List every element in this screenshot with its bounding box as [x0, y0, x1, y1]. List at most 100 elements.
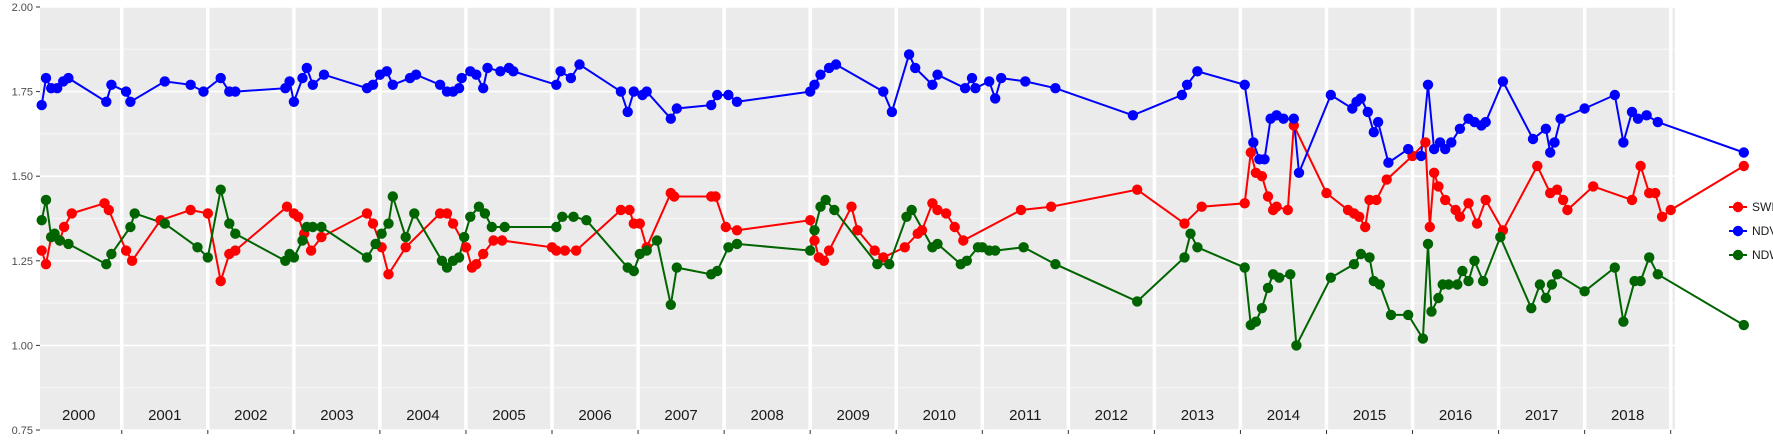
data-point-ndvi — [830, 59, 842, 70]
data-point-ndvi — [1181, 79, 1193, 91]
data-point-ndwi — [731, 238, 743, 250]
data-point-ndvi — [52, 83, 63, 94]
data-point-ndwi — [581, 215, 592, 226]
data-point-swir — [305, 245, 317, 256]
y-tick-label: 1.25 — [12, 256, 33, 268]
data-point-ndvi — [1549, 137, 1560, 148]
data-point-swir — [1454, 211, 1466, 222]
data-point-ndvi — [1368, 127, 1380, 138]
data-point-swir — [1239, 198, 1250, 209]
data-point-ndwi — [1534, 279, 1546, 290]
data-point-ndwi — [829, 204, 840, 216]
data-point-swir — [809, 235, 820, 246]
data-point-ndvi — [1527, 133, 1539, 145]
data-point-swir — [818, 255, 830, 266]
data-point-swir — [202, 208, 213, 219]
legend-label-ndwi: NDWI — [1752, 248, 1773, 262]
data-point-ndwi — [106, 248, 117, 260]
data-point-ndwi — [230, 228, 241, 239]
data-point-ndvi — [106, 79, 117, 91]
data-point-ndvi — [1428, 143, 1440, 155]
data-point-swir — [1440, 194, 1451, 206]
data-point-ndvi — [367, 79, 379, 91]
data-point-ndwi — [307, 221, 318, 233]
data-point-ndwi — [400, 231, 411, 243]
data-point-swir — [1480, 194, 1491, 206]
data-point-ndvi — [641, 86, 652, 97]
legend-key-marker-ndvi — [1732, 225, 1744, 237]
data-point-ndwi — [1355, 248, 1367, 260]
data-point-swir — [447, 218, 459, 229]
data-point-ndvi — [215, 72, 226, 84]
data-point-ndwi — [473, 201, 485, 212]
data-point-swir — [1321, 187, 1332, 199]
data-point-ndwi — [872, 259, 883, 270]
data-point-swir — [1271, 201, 1282, 212]
y-tick-label: 1.50 — [12, 171, 33, 183]
y-tick-label: 1.00 — [12, 340, 33, 352]
year-label: 2016 — [1439, 407, 1472, 424]
data-point-ndvi — [1609, 89, 1621, 101]
data-point-ndvi — [434, 79, 446, 91]
data-point-ndvi — [723, 89, 734, 101]
data-point-ndwi — [990, 245, 1001, 256]
year-label: 2009 — [837, 407, 870, 424]
data-point-ndvi — [1259, 154, 1270, 165]
year-label: 2001 — [148, 407, 181, 424]
data-point-swir — [215, 275, 226, 287]
data-point-ndwi — [1426, 306, 1437, 317]
data-point-ndwi — [1609, 262, 1621, 273]
data-point-swir — [1262, 191, 1274, 202]
data-point-swir — [615, 204, 627, 216]
data-point-swir — [488, 235, 499, 246]
data-point-swir — [634, 218, 645, 229]
data-point-ndwi — [1457, 265, 1468, 277]
data-point-ndwi — [465, 211, 476, 222]
data-point-swir — [940, 208, 952, 219]
data-point-swir — [361, 208, 373, 219]
data-point-ndwi — [671, 262, 682, 273]
data-point-ndwi — [1495, 231, 1506, 243]
data-point-swir — [846, 201, 857, 212]
data-point-ndwi — [499, 221, 510, 233]
data-point-ndvi — [1579, 103, 1590, 114]
data-point-ndvi — [910, 62, 921, 74]
data-point-swir — [720, 221, 731, 233]
data-point-ndvi — [671, 103, 682, 114]
data-point-ndwi — [1635, 275, 1646, 287]
data-point-ndwi — [1546, 279, 1558, 290]
data-point-ndvi — [185, 79, 196, 91]
data-point-ndvi — [1403, 143, 1414, 155]
data-point-ndvi — [731, 96, 743, 108]
data-point-ndwi — [441, 262, 453, 273]
data-point-swir — [383, 269, 394, 280]
data-point-ndwi — [479, 208, 491, 219]
data-point-ndvi — [1355, 93, 1367, 104]
data-point-ndvi — [809, 79, 820, 91]
data-point-ndvi — [984, 76, 995, 87]
data-point-ndvi — [706, 99, 717, 111]
data-point-ndwi — [906, 204, 917, 216]
data-point-swir — [1656, 211, 1668, 222]
year-label: 2012 — [1095, 407, 1128, 424]
y-tick-label: 2.00 — [12, 2, 33, 14]
data-point-swir — [916, 225, 928, 236]
data-point-ndwi — [551, 221, 562, 233]
data-point-ndvi — [456, 72, 467, 84]
data-point-swir — [899, 242, 910, 253]
data-point-ndvi — [970, 83, 981, 94]
data-point-ndwi — [1652, 269, 1664, 280]
data-point-ndwi — [361, 252, 373, 263]
data-point-ndwi — [40, 194, 52, 206]
data-point-ndwi — [1050, 259, 1061, 270]
data-point-swir — [496, 235, 508, 246]
data-point-swir — [852, 225, 863, 236]
data-point-ndwi — [1179, 252, 1190, 263]
data-point-ndvi — [1454, 123, 1466, 134]
data-point-ndwi — [1325, 272, 1337, 283]
data-point-ndvi — [1652, 116, 1664, 128]
data-point-ndwi — [723, 242, 734, 253]
year-label: 2006 — [578, 407, 611, 424]
data-point-ndwi — [1285, 269, 1296, 280]
data-point-ndwi — [1348, 259, 1360, 270]
